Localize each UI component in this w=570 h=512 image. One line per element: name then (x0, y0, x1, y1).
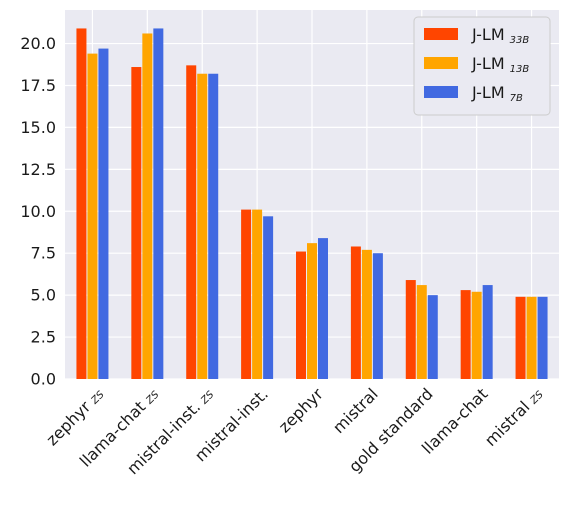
legend-swatch (424, 57, 458, 69)
bars (76, 28, 548, 380)
legend: J-LM 33B J-LM 13B J-LM 7B (413, 16, 551, 116)
bar (98, 48, 109, 380)
bar (296, 251, 306, 379)
y-tick-label: 2.5 (31, 328, 56, 347)
x-tick-labels: zephyrZSllama-chatZSmistral-inst.ZSmistr… (42, 384, 546, 478)
legend-label: J-LM 13B (471, 54, 529, 75)
bar (416, 285, 427, 379)
bar (263, 216, 274, 379)
x-tick-label-sub: ZS (89, 389, 107, 407)
y-tick-label: 20.0 (20, 34, 56, 53)
y-tick-label: 7.5 (31, 244, 56, 263)
legend-label-main: J-LM (471, 54, 505, 73)
y-tick-label: 12.5 (20, 160, 56, 179)
x-tick-label-main: zephyr (275, 384, 327, 436)
bar (482, 285, 493, 379)
bar (87, 53, 98, 379)
x-tick-label-main: mistral (481, 397, 534, 450)
bar (197, 73, 208, 380)
bar (318, 238, 328, 379)
bar (350, 246, 361, 379)
bar (405, 280, 416, 379)
x-tick-label-sub: ZS (528, 389, 546, 407)
bar (471, 291, 482, 379)
x-tick-label: zephyr (275, 384, 327, 436)
y-tick-labels: 0.0 2.5 5.0 7.5 10.0 12.5 15.0 17.5 20.0 (20, 34, 56, 388)
y-tick-label: 10.0 (20, 202, 56, 221)
legend-swatch (424, 86, 458, 98)
legend-label: J-LM 33B (471, 25, 529, 46)
x-tick-label-sub: ZS (199, 389, 217, 407)
legend-swatch (424, 28, 458, 40)
bar (515, 296, 526, 379)
legend-label-sub: 13B (510, 64, 530, 75)
y-tick-label: 0.0 (31, 370, 56, 389)
bar (142, 33, 153, 380)
legend-label-main: J-LM (471, 25, 505, 44)
bar (131, 67, 142, 379)
x-tick-label: mistral (329, 384, 382, 437)
legend-label-sub: 33B (510, 35, 530, 46)
x-tick-label-main: mistral (329, 384, 382, 437)
bar (361, 249, 372, 379)
x-tick-label-main: zephyr (42, 397, 94, 449)
x-tick-label-sub: ZS (144, 389, 162, 407)
legend-label-main: J-LM (471, 83, 505, 102)
bar (153, 28, 164, 379)
legend-label: J-LM 7B (471, 83, 523, 104)
legend-label-sub: 7B (510, 93, 523, 104)
y-tick-label: 5.0 (31, 286, 56, 305)
bar (526, 296, 537, 379)
bar (460, 290, 471, 379)
bar (186, 65, 197, 379)
bar (537, 296, 548, 379)
y-tick-label: 17.5 (20, 76, 56, 95)
bar (427, 295, 438, 379)
bar (307, 243, 317, 379)
x-tick-label: mistralZS (481, 384, 547, 450)
bar (241, 209, 252, 379)
bar (76, 28, 87, 379)
bar (208, 73, 219, 380)
bar (372, 253, 383, 379)
y-tick-label: 15.0 (20, 118, 56, 137)
bar (252, 209, 263, 379)
